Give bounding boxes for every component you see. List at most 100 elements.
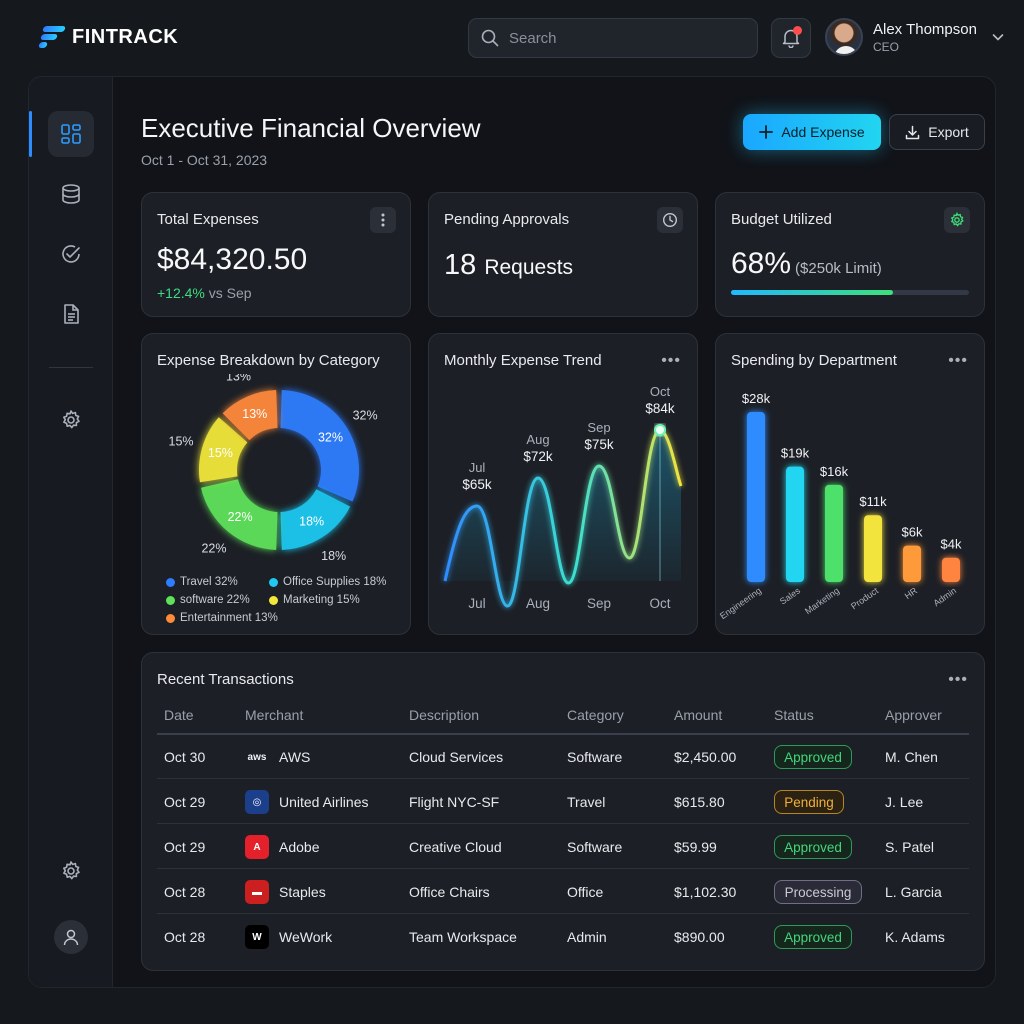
pending-unit: Requests — [484, 256, 574, 279]
bar-category-label: Product — [849, 585, 881, 611]
dashboard-icon — [61, 124, 81, 144]
donut-slice[interactable] — [200, 479, 278, 550]
add-expense-label: Add Expense — [781, 124, 865, 140]
department-bar[interactable] — [747, 412, 765, 582]
department-bar[interactable] — [825, 484, 843, 582]
department-bar[interactable] — [903, 545, 921, 582]
amount-cell: $1,102.30 — [674, 884, 737, 900]
chevron-down-icon[interactable] — [991, 30, 1005, 44]
donut-slice[interactable] — [222, 390, 278, 441]
document-icon — [64, 304, 79, 324]
department-bar[interactable] — [864, 515, 882, 582]
table-header-cell[interactable]: Amount — [674, 707, 723, 723]
card-menu-button[interactable]: ••• — [948, 352, 968, 369]
donut-slice[interactable] — [199, 417, 248, 483]
nav-dashboard[interactable] — [48, 111, 94, 157]
recent-transactions-card: Recent Transactions ••• Date Merchant Desc… — [141, 652, 985, 971]
approver-cell: S. Patel — [885, 839, 935, 855]
amount-cell: $2,450.00 — [674, 749, 737, 765]
gear-icon — [950, 212, 964, 227]
top-bar: FINTRACK Alex Thompson CEO — [0, 0, 1024, 76]
card-title: Expense Breakdown by Category — [157, 352, 380, 369]
trend-line[interactable] — [443, 428, 683, 608]
category-cell: Travel — [567, 794, 606, 810]
notifications-button[interactable] — [771, 18, 811, 58]
total-expenses-card: Total Expenses $84,320.50 +12.4% vs Sep — [141, 192, 411, 317]
donut-slice[interactable] — [280, 390, 359, 502]
add-expense-button[interactable]: Add Expense — [743, 114, 881, 150]
table-header-cell[interactable]: Date — [164, 707, 194, 723]
card-title: Budget Utilized — [731, 211, 832, 228]
legend-swatch — [166, 577, 175, 587]
legend-item[interactable]: Office Supplies 18% — [269, 576, 386, 588]
slice-outer-label: 13% — [226, 374, 251, 383]
delta-suffix: vs Sep — [208, 285, 252, 301]
search-input[interactable] — [509, 29, 729, 47]
bar-value-label: $4k — [941, 537, 962, 552]
nav-approvals[interactable] — [48, 231, 94, 277]
table-header-cell[interactable]: Approver — [885, 707, 942, 723]
table-header-cell[interactable]: Description — [409, 707, 480, 723]
legend-item[interactable]: software 22% — [166, 594, 250, 606]
bar-category-label: HR — [903, 585, 920, 601]
card-menu-button[interactable] — [370, 207, 396, 233]
budget-limit: ($250k Limit) — [795, 260, 882, 277]
merchant-cell: WeWork — [279, 929, 333, 945]
page-title: Executive Financial Overview — [141, 113, 481, 143]
trend-point[interactable] — [654, 424, 666, 436]
legend-item[interactable]: Marketing 15% — [269, 594, 360, 606]
approver-cell: J. Lee — [885, 794, 924, 810]
notification-badge — [793, 26, 802, 35]
slice-outer-label: 18% — [321, 549, 346, 563]
merchant-cell: AWS — [279, 749, 311, 765]
donut-slice[interactable] — [280, 489, 351, 550]
slice-inner-label: 18% — [299, 515, 324, 529]
description-cell: Team Workspace — [409, 929, 517, 945]
row-divider — [157, 823, 969, 824]
nav-settings-bottom[interactable] — [48, 848, 94, 894]
status-badge: Pending — [774, 790, 844, 814]
card-settings-button[interactable] — [944, 207, 970, 233]
bar-value-label: $19k — [781, 446, 810, 461]
legend-swatch — [269, 577, 278, 587]
table-header-cell[interactable]: Merchant — [245, 707, 304, 723]
x-axis-tick-label: Oct — [649, 596, 670, 611]
bar-value-label: $11k — [859, 494, 887, 509]
pending-value: 18 Requests — [444, 249, 573, 282]
legend-item[interactable]: Entertainment 13% — [166, 612, 278, 624]
bar-value-label: $16k — [820, 464, 849, 479]
user-menu[interactable]: Alex Thompson CEO — [825, 18, 1005, 56]
point-value-label: $65k — [462, 477, 492, 492]
app-logo[interactable]: FINTRACK — [38, 24, 178, 50]
table-header-cell[interactable]: Status — [774, 707, 814, 723]
table-header-cell[interactable]: Category — [567, 707, 624, 723]
user-role: CEO — [873, 39, 900, 54]
nav-database[interactable] — [48, 171, 94, 217]
nav-settings[interactable] — [48, 397, 94, 443]
bar-category-label: Marketing — [803, 585, 841, 616]
date-range: Oct 1 - Oct 31, 2023 — [141, 152, 268, 168]
slice-outer-label: 22% — [201, 542, 226, 556]
card-history-button[interactable] — [657, 207, 683, 233]
card-menu-button[interactable]: ••• — [661, 352, 681, 369]
nav-reports[interactable] — [48, 291, 94, 337]
profile-button[interactable] — [54, 920, 88, 954]
search-icon — [481, 29, 499, 47]
date-cell: Oct 28 — [164, 884, 206, 900]
budget-value: 68% ($250k Limit) — [731, 247, 882, 281]
main-frame: Executive Financial Overview Oct 1 - Oct… — [28, 76, 996, 988]
date-cell: Oct 28 — [164, 929, 206, 945]
department-bar[interactable] — [786, 466, 804, 582]
search-box[interactable] — [468, 18, 758, 58]
x-axis-tick-label: Aug — [526, 596, 550, 611]
x-axis-tick-label: Sep — [587, 596, 611, 611]
department-bar[interactable] — [942, 557, 960, 582]
user-avatar[interactable] — [825, 18, 863, 56]
export-button[interactable]: Export — [889, 114, 985, 150]
amount-cell: $615.80 — [674, 794, 725, 810]
date-cell: Oct 29 — [164, 839, 206, 855]
delta-value: +12.4% — [157, 285, 205, 301]
card-menu-button[interactable]: ••• — [948, 671, 968, 688]
amount-cell: $59.99 — [674, 839, 717, 855]
legend-item[interactable]: Travel 32% — [166, 576, 238, 588]
